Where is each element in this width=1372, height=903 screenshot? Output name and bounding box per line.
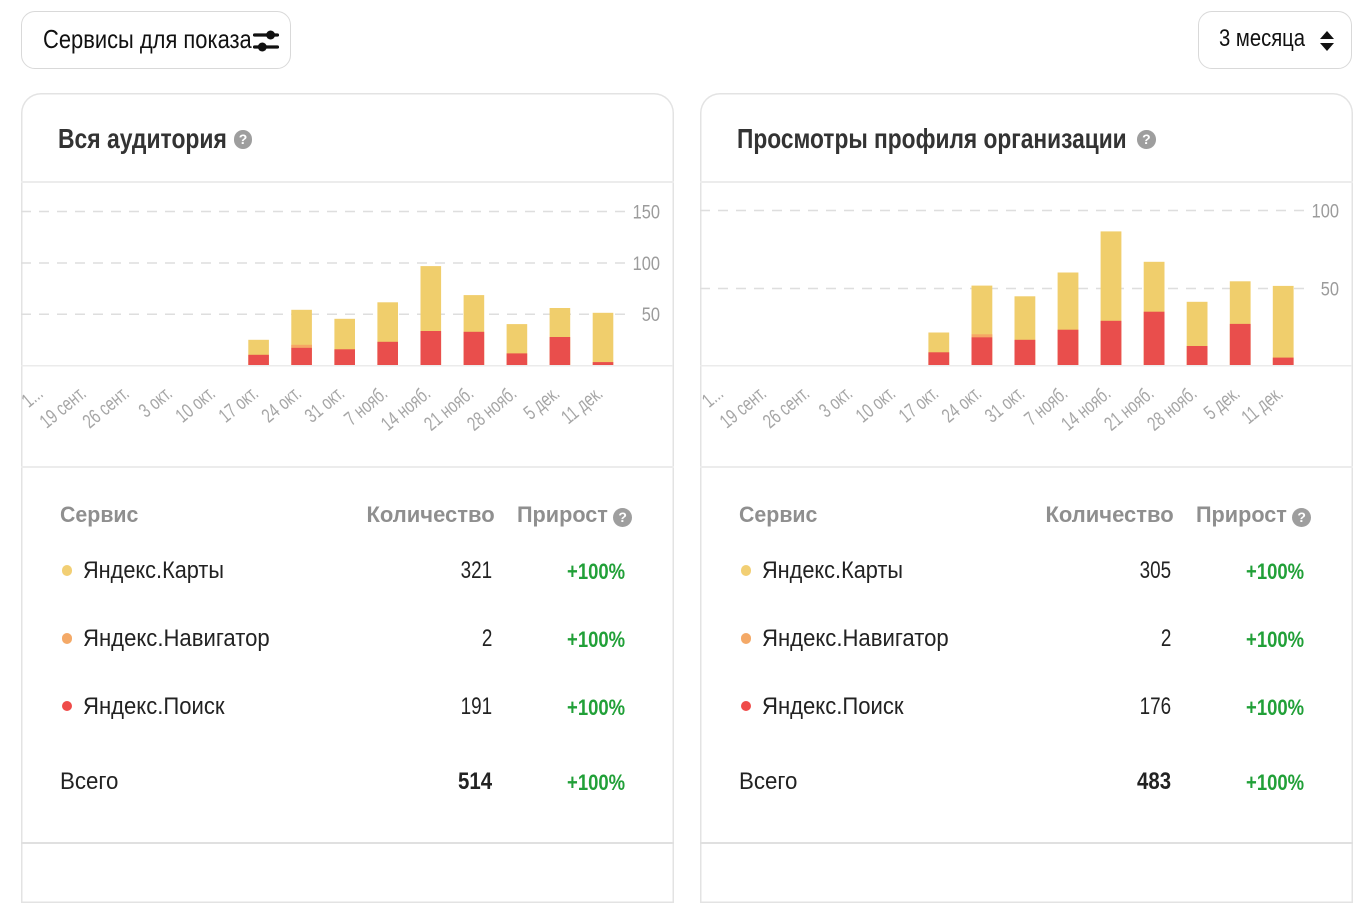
- svg-text:28 нояб.: 28 нояб.: [462, 381, 520, 435]
- svg-text:21 нояб.: 21 нояб.: [419, 381, 477, 435]
- svg-text:28 нояб.: 28 нояб.: [1143, 381, 1201, 435]
- svg-text:100: 100: [633, 252, 660, 274]
- svg-text:150: 150: [633, 201, 660, 223]
- svg-text:19 сент.: 19 сент.: [715, 381, 770, 432]
- svg-text:3 окт.: 3 окт.: [814, 381, 856, 422]
- svg-text:5 дек.: 5 дек.: [519, 381, 564, 424]
- svg-text:10 окт.: 10 окт.: [851, 381, 900, 427]
- svg-text:24 окт.: 24 окт.: [257, 381, 306, 427]
- svg-text:19 сент.: 19 сент.: [35, 381, 90, 432]
- svg-text:26 сент.: 26 сент.: [758, 381, 813, 432]
- svg-text:17 окт.: 17 окт.: [214, 381, 263, 427]
- svg-text:11 дек.: 11 дек.: [557, 381, 607, 428]
- svg-text:5 дек.: 5 дек.: [1199, 381, 1244, 424]
- svg-text:17 окт.: 17 окт.: [894, 381, 943, 427]
- svg-text:14 нояб.: 14 нояб.: [376, 381, 434, 435]
- svg-text:100: 100: [1312, 200, 1339, 222]
- svg-text:10 окт.: 10 окт.: [171, 381, 220, 427]
- svg-text:31 окт.: 31 окт.: [300, 381, 349, 427]
- svg-text:31 окт.: 31 окт.: [980, 381, 1029, 427]
- svg-text:1...: 1...: [17, 381, 47, 412]
- svg-text:26 сент.: 26 сент.: [78, 381, 133, 432]
- svg-text:24 окт.: 24 окт.: [937, 381, 986, 427]
- svg-text:11 дек.: 11 дек.: [1237, 381, 1287, 428]
- svg-text:50: 50: [642, 304, 660, 326]
- svg-text:3 окт.: 3 окт.: [134, 381, 176, 422]
- svg-text:21 нояб.: 21 нояб.: [1100, 381, 1158, 435]
- svg-text:50: 50: [1321, 278, 1339, 300]
- svg-text:14 нояб.: 14 нояб.: [1057, 381, 1115, 435]
